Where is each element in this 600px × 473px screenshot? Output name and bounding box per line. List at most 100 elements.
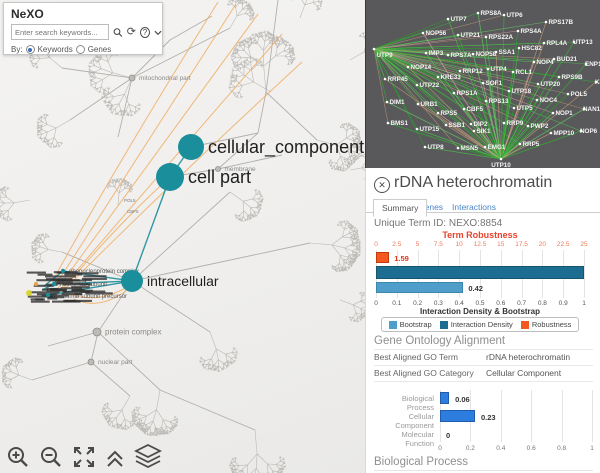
ontology-tree-view[interactable]: ribonucleoprotein complex ribosomal subun… xyxy=(0,0,365,473)
gene-label[interactable]: SSB1 xyxy=(449,122,466,129)
gene-node[interactable] xyxy=(423,145,427,149)
gene-node[interactable] xyxy=(406,65,410,69)
gene-node[interactable] xyxy=(424,51,428,55)
gene-node[interactable] xyxy=(486,67,490,71)
gene-node[interactable] xyxy=(383,77,387,81)
zoom-in-button[interactable] xyxy=(6,445,30,469)
gene-label[interactable]: RPL4A xyxy=(547,40,568,47)
gene-label[interactable]: NOP14 xyxy=(411,64,432,71)
gene-node[interactable] xyxy=(452,91,456,95)
gene-node[interactable] xyxy=(542,41,546,45)
gene-node[interactable] xyxy=(456,146,460,150)
sub-term-node[interactable] xyxy=(60,268,66,274)
gene-label[interactable]: MSN5 xyxy=(461,145,479,152)
gene-label[interactable]: RRP9 xyxy=(507,120,524,127)
refresh-icon[interactable]: ⟳ xyxy=(126,25,136,38)
gene-node[interactable] xyxy=(536,82,540,86)
gene-node[interactable] xyxy=(499,157,503,161)
gene-node[interactable] xyxy=(552,57,556,61)
gene-node[interactable] xyxy=(512,106,516,110)
gene-node[interactable] xyxy=(462,107,466,111)
gene-node[interactable] xyxy=(557,75,561,79)
gene-label[interactable]: RPS22A xyxy=(489,34,514,41)
gene-label[interactable]: POL5 xyxy=(571,91,588,98)
gene-node[interactable] xyxy=(494,50,498,54)
gene-node[interactable] xyxy=(511,70,515,74)
gene-label[interactable]: RRP45 xyxy=(388,76,409,83)
gene-label[interactable]: BUD21 xyxy=(557,56,578,63)
gene-label[interactable]: BMS1 xyxy=(391,120,409,127)
tab-interactions[interactable]: Interactions xyxy=(452,202,496,212)
gene-node[interactable] xyxy=(483,145,487,149)
term-node-cellular-component[interactable] xyxy=(178,134,204,160)
gene-node[interactable] xyxy=(518,142,522,146)
gene-label[interactable]: RPS5 xyxy=(441,110,458,117)
legend-item[interactable]: Interaction Density xyxy=(439,320,513,329)
gene-interaction-network[interactable]: UTP9 RPS8A UTP6 UTP7 RPS17B NOP56 UTP21 RPS22A R… xyxy=(365,0,600,168)
gene-label[interactable]: UTP9 xyxy=(377,52,394,59)
gene-node[interactable] xyxy=(385,100,389,104)
term-node-membrane[interactable] xyxy=(215,166,221,172)
gene-label[interactable]: PWP2 xyxy=(531,123,549,130)
gene-node[interactable] xyxy=(484,99,488,103)
gene-label[interactable]: RCL1 xyxy=(516,69,533,76)
gene-label[interactable]: ENP1 xyxy=(585,61,600,68)
gene-label[interactable]: NAN1 xyxy=(583,106,600,113)
gene-label[interactable]: DIP2 xyxy=(474,121,488,128)
term-node-nuclear-part[interactable] xyxy=(87,358,95,366)
highlighted-cluster-node[interactable] xyxy=(26,290,32,296)
gene-label[interactable]: KRR1 xyxy=(595,79,600,86)
gene-node[interactable] xyxy=(469,122,473,126)
radio-keywords[interactable] xyxy=(25,45,35,54)
gene-label[interactable]: URB1 xyxy=(421,101,439,108)
gene-label[interactable]: UTP4 xyxy=(491,66,508,73)
gene-node[interactable] xyxy=(532,60,536,64)
gene-node[interactable] xyxy=(471,52,475,56)
gene-node[interactable] xyxy=(436,111,440,115)
gene-node[interactable] xyxy=(446,53,450,57)
sub-term-node[interactable] xyxy=(51,281,57,287)
gene-node[interactable] xyxy=(526,124,530,128)
gene-label[interactable]: UTP8 xyxy=(428,144,445,151)
gene-node[interactable] xyxy=(582,107,586,111)
gene-label[interactable]: UTP6 xyxy=(507,12,524,19)
gene-label[interactable]: KRE33 xyxy=(441,74,462,81)
layers-button[interactable] xyxy=(134,443,162,469)
gene-node[interactable] xyxy=(516,29,520,33)
tab-genes[interactable]: Genes xyxy=(418,202,444,212)
cluster-node[interactable] xyxy=(34,282,38,286)
gene-node[interactable] xyxy=(507,89,511,93)
gene-label[interactable]: SOF1 xyxy=(486,80,503,87)
gene-label[interactable]: NOP6 xyxy=(580,128,598,135)
gene-label[interactable]: NOP4 xyxy=(537,59,555,66)
gene-node[interactable] xyxy=(544,20,548,24)
gene-node[interactable] xyxy=(421,31,425,35)
gene-label[interactable]: UTP20 xyxy=(541,81,561,88)
gene-label[interactable]: RRP12 xyxy=(463,68,484,75)
term-node-cell-part[interactable] xyxy=(156,163,184,191)
gene-node[interactable] xyxy=(572,40,576,44)
gene-node[interactable] xyxy=(436,75,440,79)
search-icon[interactable] xyxy=(113,27,123,38)
legend-item[interactable]: Robustness xyxy=(520,320,571,329)
gene-label[interactable]: NOP1 xyxy=(556,110,574,117)
gene-node[interactable] xyxy=(372,47,376,51)
gene-label[interactable]: NOP56 xyxy=(426,30,447,37)
gene-label[interactable]: RPS7A xyxy=(451,52,472,59)
gene-label[interactable]: UTP13 xyxy=(573,39,593,46)
term-node-protein-complex[interactable] xyxy=(92,327,102,337)
gene-label[interactable]: MPP10 xyxy=(554,130,575,137)
radio-genes[interactable] xyxy=(75,45,85,54)
gene-label[interactable]: UTP10 xyxy=(491,162,511,168)
search-input[interactable] xyxy=(11,24,109,40)
gene-label[interactable]: RRP5 xyxy=(523,141,540,148)
gene-node[interactable] xyxy=(502,121,506,125)
gene-label[interactable]: RPS9B xyxy=(562,74,583,81)
gene-node[interactable] xyxy=(551,111,555,115)
close-icon[interactable]: ✕ xyxy=(374,177,390,193)
gene-node[interactable] xyxy=(579,129,583,133)
chevron-down-icon[interactable] xyxy=(154,28,162,37)
gene-node[interactable] xyxy=(549,131,553,135)
zoom-out-button[interactable] xyxy=(39,445,63,469)
gene-label[interactable]: EMG1 xyxy=(488,144,506,151)
